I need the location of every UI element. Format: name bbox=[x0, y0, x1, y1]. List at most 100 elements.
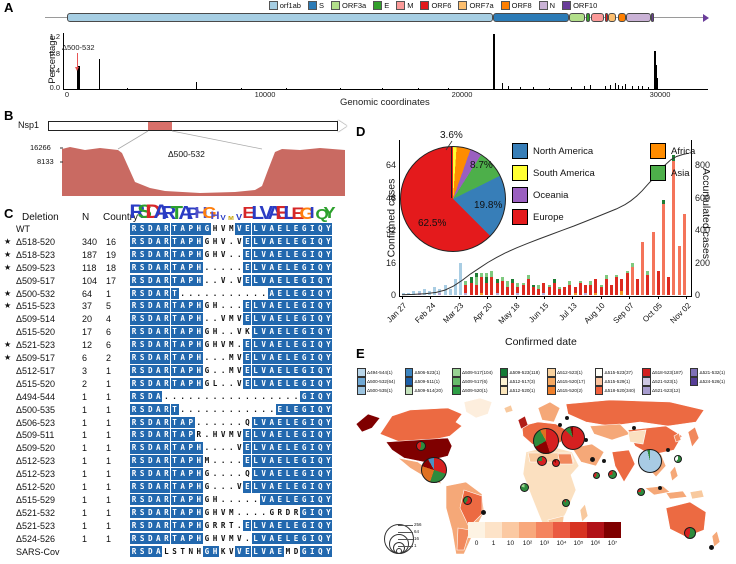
scale-label: 10⁴ bbox=[556, 540, 567, 547]
gene-legend-label: ORF8 bbox=[511, 1, 532, 10]
deletion-country-count: 16 bbox=[106, 236, 117, 247]
alignment-cell: E bbox=[275, 364, 284, 377]
alignment-cell: G bbox=[300, 390, 309, 403]
pie-label-na: 19.8% bbox=[474, 200, 503, 211]
alignment-cell: G bbox=[300, 352, 309, 364]
alignment-cell: . bbox=[170, 390, 179, 403]
e-legend-item: Δ509-523(118) bbox=[499, 368, 540, 377]
alignment-cell: M bbox=[227, 313, 236, 325]
map-pie bbox=[637, 488, 645, 496]
gene-legend-swatch bbox=[307, 1, 317, 10]
deletion-count: 1 bbox=[82, 507, 88, 518]
alignment-cell: E bbox=[275, 377, 284, 390]
alignment-cell: A bbox=[178, 300, 187, 312]
logo-letter: M bbox=[228, 216, 235, 222]
alignment-cell: E bbox=[275, 248, 284, 261]
a-xtick: 0 bbox=[64, 90, 70, 99]
alignment-cell: Y bbox=[324, 403, 333, 416]
daily-bar-segment bbox=[537, 288, 541, 295]
alignment-cell: Y bbox=[324, 313, 333, 325]
alignment-cell: G bbox=[202, 339, 211, 351]
alignment-cell: I bbox=[308, 545, 317, 558]
alignment-cell: I bbox=[308, 287, 317, 300]
alignment-cell: R bbox=[162, 261, 171, 274]
d-date-tickmark bbox=[572, 296, 574, 299]
alignment-cell: Y bbox=[324, 235, 333, 248]
daily-bar-segment bbox=[630, 266, 634, 295]
deletion-country-count: 6 bbox=[106, 327, 112, 338]
alignment-cell: V bbox=[259, 429, 268, 441]
alignment-cell: L bbox=[251, 532, 260, 545]
map-pie bbox=[632, 426, 636, 430]
alignment-cell: T bbox=[170, 442, 179, 454]
d-date-tickmark bbox=[657, 296, 659, 299]
alignment-cell: G bbox=[300, 223, 309, 235]
map-pie bbox=[480, 509, 486, 515]
map-landmass bbox=[589, 423, 631, 441]
alignment-cell: H bbox=[194, 274, 203, 287]
b-annotation: Δ500-532 bbox=[168, 149, 205, 159]
alignment-cell: E bbox=[243, 248, 252, 261]
deletion-name: Δ512-523 bbox=[16, 469, 56, 480]
alignment-cell: A bbox=[154, 313, 163, 325]
gene-segment-S bbox=[493, 13, 569, 22]
alignment-cell: G bbox=[300, 468, 309, 480]
alignment-cell: E bbox=[275, 261, 284, 274]
alignment-cell: L bbox=[251, 326, 260, 338]
map-pie bbox=[416, 441, 426, 451]
alignment-cell: . bbox=[211, 442, 220, 454]
alignment-cell: H bbox=[194, 442, 203, 454]
alignment-cell: M bbox=[227, 223, 236, 235]
alignment-cell: Q bbox=[243, 416, 252, 429]
alignment-cell: Q bbox=[316, 248, 325, 261]
deletion-spike bbox=[655, 64, 657, 89]
alignment-cell: G bbox=[300, 235, 309, 248]
e-legend-swatch bbox=[404, 377, 413, 386]
deletion-name: Δ500-535 bbox=[16, 404, 56, 415]
map-landmass bbox=[517, 415, 529, 430]
map-landmass bbox=[665, 501, 707, 538]
alignment-cell: V bbox=[219, 429, 228, 441]
e-legend-label: Δ494-544(1) bbox=[367, 369, 393, 375]
daily-bar-segment bbox=[464, 280, 468, 285]
alignment-cell: Q bbox=[316, 261, 325, 274]
gene-segment-E bbox=[585, 13, 591, 22]
gene-legend-label: ORF10 bbox=[573, 1, 598, 10]
alignment-cell: H bbox=[194, 481, 203, 493]
alignment-cell: Q bbox=[243, 468, 252, 480]
map-landmass bbox=[673, 432, 682, 443]
alignment-cell: I bbox=[308, 455, 317, 467]
alignment-cell: P bbox=[186, 274, 195, 287]
deletion-spike bbox=[507, 85, 509, 89]
deletion-name: Δ512-523 bbox=[16, 456, 56, 467]
alignment-cell: E bbox=[292, 468, 301, 480]
e-legend-swatch bbox=[452, 377, 461, 386]
alignment-cell: G bbox=[202, 532, 211, 545]
map-landmass bbox=[711, 530, 721, 548]
alignment-cell: R bbox=[162, 352, 171, 364]
alignment-cell: E bbox=[292, 481, 301, 493]
alignment-cell: E bbox=[275, 429, 284, 441]
e-legend-swatch bbox=[357, 368, 366, 377]
alignment-cell: E bbox=[275, 545, 284, 558]
alignment-cell: H bbox=[194, 261, 203, 274]
alignment-cell: T bbox=[170, 223, 179, 235]
deletion-country-count: 1 bbox=[106, 443, 112, 454]
deletion-spike bbox=[77, 67, 79, 89]
alignment-cell: E bbox=[292, 377, 301, 390]
alignment-cell: G bbox=[300, 532, 309, 545]
daily-bar-segment bbox=[500, 280, 504, 295]
daily-bar-segment bbox=[500, 276, 504, 281]
alignment-cell: P bbox=[186, 481, 195, 493]
alignment-cell: A bbox=[154, 545, 163, 558]
deletion-count: 6 bbox=[82, 353, 88, 363]
c-header-country: Country bbox=[103, 212, 139, 223]
scale-label: 0 bbox=[474, 540, 479, 547]
pie-label-europe: 62.5% bbox=[418, 218, 447, 229]
alignment-cell: A bbox=[154, 390, 163, 403]
alignment-cell: T bbox=[170, 455, 179, 467]
alignment-cell: V bbox=[235, 326, 244, 338]
alignment-cell: L bbox=[251, 313, 260, 325]
daily-bar-segment bbox=[677, 246, 681, 295]
